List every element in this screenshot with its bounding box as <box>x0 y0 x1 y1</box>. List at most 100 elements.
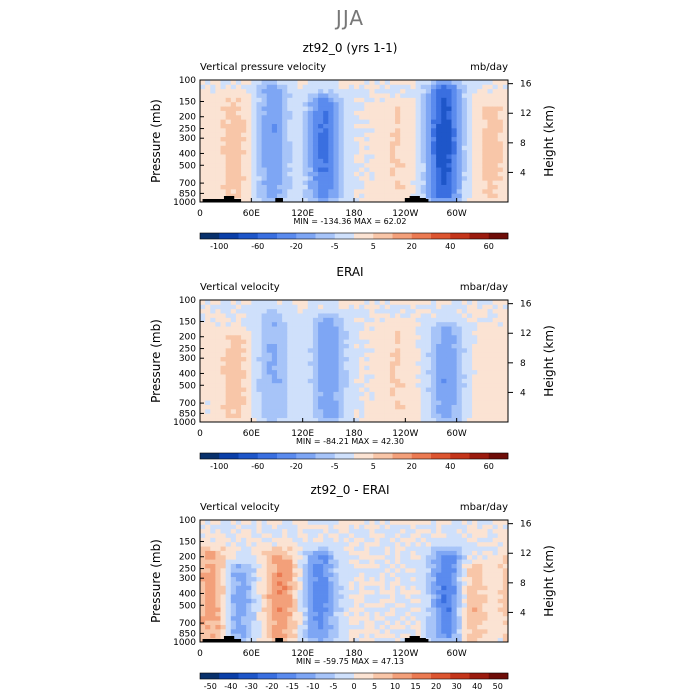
heatmap-cell <box>333 326 339 331</box>
heatmap-cell <box>246 101 252 107</box>
heatmap-cell <box>482 141 488 146</box>
heatmap-cell <box>292 321 298 327</box>
heatmap-cell <box>246 628 252 634</box>
heatmap-cell <box>477 123 483 129</box>
heatmap-cell <box>364 611 370 617</box>
heatmap-cell <box>502 361 509 366</box>
heatmap-cell <box>379 620 386 625</box>
heatmap-cell <box>395 602 401 608</box>
heatmap-cell <box>446 413 452 419</box>
heatmap-cell <box>328 369 334 375</box>
heatmap-cell <box>379 356 386 362</box>
heatmap-cell <box>425 550 432 556</box>
heatmap-cell <box>230 110 237 116</box>
heatmap-cell <box>318 106 324 111</box>
heatmap-cell <box>379 188 386 194</box>
heatmap-cell <box>235 589 242 595</box>
heatmap-cell <box>400 528 406 534</box>
heatmap-cell <box>379 304 386 310</box>
heatmap-cell <box>266 343 273 349</box>
heatmap-cell <box>251 520 257 525</box>
heatmap-cell <box>400 537 406 543</box>
heatmap-cell <box>436 101 442 107</box>
heatmap-cell <box>405 347 411 353</box>
heatmap-cell <box>400 559 406 564</box>
heatmap-cell <box>425 633 432 639</box>
heatmap-cell <box>502 304 509 310</box>
heatmap-cell <box>256 528 262 534</box>
heatmap-cell <box>425 602 432 608</box>
heatmap-cell <box>497 84 504 90</box>
heatmap-cell <box>235 352 242 358</box>
heatmap-cell <box>502 93 509 98</box>
heatmap-cell <box>271 180 278 185</box>
heatmap-cell <box>312 408 319 414</box>
heatmap-cell <box>241 184 247 190</box>
heatmap-cell <box>461 598 468 604</box>
heatmap-cell <box>410 520 416 525</box>
heatmap-cell <box>261 132 268 138</box>
heatmap-cell <box>431 563 437 569</box>
colorbar-bin <box>450 233 470 239</box>
heatmap-cell <box>333 88 339 94</box>
heatmap-cell <box>235 404 242 410</box>
heatmap-cell <box>384 171 391 177</box>
heatmap-cell <box>482 356 488 362</box>
y-tick-label: 200 <box>179 333 196 343</box>
heatmap-cell <box>225 154 232 159</box>
heatmap-cell <box>415 167 422 172</box>
heatmap-cell <box>379 154 386 159</box>
heatmap-cell <box>364 141 370 146</box>
heatmap-cell <box>323 97 329 103</box>
heatmap-cell <box>441 559 447 564</box>
heatmap-cell <box>384 339 391 344</box>
heatmap-cell <box>451 175 458 181</box>
heatmap-cell <box>256 180 262 185</box>
heatmap-cell <box>266 524 273 530</box>
heatmap-cell <box>425 197 432 203</box>
heatmap-cell <box>441 154 447 159</box>
heatmap-cell <box>436 114 442 120</box>
heatmap-cell <box>451 162 458 168</box>
heatmap-cell <box>492 193 499 199</box>
heatmap-cell <box>200 387 206 392</box>
heatmap-cell <box>441 541 447 547</box>
heatmap-cell <box>282 361 288 366</box>
heatmap-cell <box>472 321 478 327</box>
heatmap-cell <box>256 361 262 366</box>
heatmap-cell <box>395 308 401 314</box>
heatmap-cell <box>302 572 309 578</box>
heatmap-cell <box>261 93 268 98</box>
heatmap-cell <box>466 400 473 405</box>
heatmap-cell <box>241 594 247 599</box>
colorbar-bin <box>411 233 432 239</box>
heatmap-cell <box>277 300 283 305</box>
heatmap-cell <box>456 93 463 98</box>
heatmap-cell <box>251 313 257 318</box>
heatmap-cell <box>225 313 232 318</box>
heatmap-cell <box>241 119 247 124</box>
heatmap-cell <box>348 615 355 621</box>
heatmap-cell <box>323 369 329 375</box>
heatmap-cell <box>431 321 437 327</box>
heatmap-cell <box>400 317 406 323</box>
heatmap-cell <box>389 628 396 634</box>
heatmap-cell <box>389 167 396 172</box>
heatmap-cell <box>395 615 401 621</box>
heatmap-cell <box>374 576 381 582</box>
heatmap-cell <box>348 520 355 525</box>
heatmap-cell <box>384 546 391 551</box>
heatmap-cell <box>323 387 329 392</box>
heatmap-cell <box>241 343 247 349</box>
heatmap-cell <box>369 607 375 612</box>
heatmap-cell <box>307 154 314 159</box>
heatmap-cell <box>302 184 309 190</box>
heatmap-cell <box>461 132 468 138</box>
heatmap-cell <box>425 408 432 414</box>
heatmap-cell <box>384 330 391 336</box>
heatmap-cell <box>241 559 247 564</box>
heatmap-cell <box>379 628 386 634</box>
heatmap-cell <box>451 624 458 630</box>
heatmap-cell <box>302 313 309 318</box>
heatmap-cell <box>369 141 375 146</box>
